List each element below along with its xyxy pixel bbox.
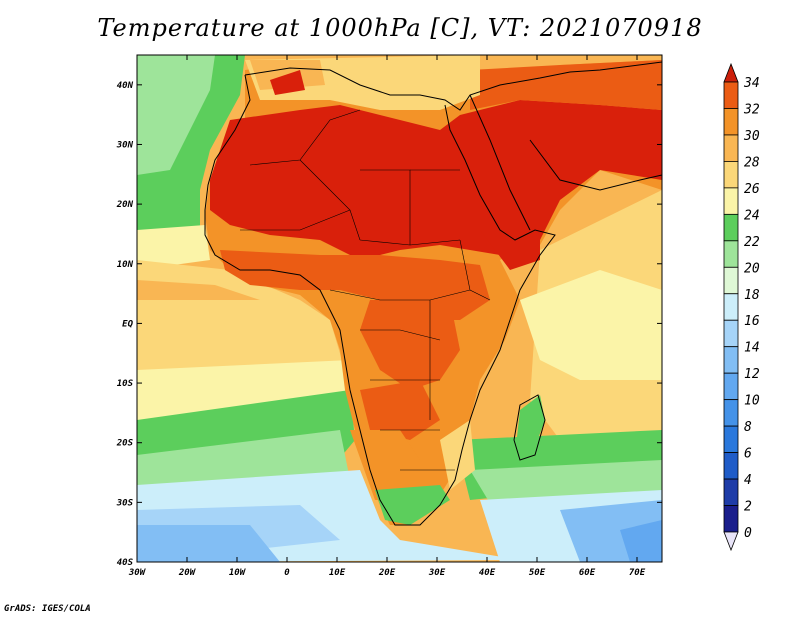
colorbar-swatch: [723, 161, 739, 189]
colorbar-swatch: [723, 478, 739, 506]
colorbar-label: 16: [744, 314, 760, 329]
grads-credit: GrADS: IGES/COLA: [4, 604, 91, 614]
colorbar-label: 6: [744, 447, 752, 462]
colorbar-label: 10: [744, 394, 760, 409]
lat-tick-label: 40N: [117, 81, 134, 91]
lat-tick-label: 10N: [117, 260, 134, 270]
lon-tick-label: 30E: [428, 568, 446, 578]
lat-tick-label: 20N: [116, 200, 134, 210]
colorbar-label: 22: [744, 235, 760, 250]
lat-tick-label: EQ: [122, 319, 133, 329]
temperature-field: [137, 55, 662, 562]
lat-tick-label: 30N: [116, 140, 134, 150]
colorbar-swatch: [723, 425, 739, 453]
colorbar-label: 0: [744, 526, 752, 541]
lat-tick-label: 30S: [116, 498, 134, 508]
colorbar-label: 12: [744, 367, 760, 382]
lat-tick-label: 10S: [117, 379, 134, 389]
colorbar-swatch: [723, 319, 739, 348]
colorbar-swatch: [723, 293, 739, 321]
colorbar-label: 4: [744, 473, 752, 488]
coastlines: [204, 61, 663, 526]
plot-frame: [136, 54, 663, 563]
colorbar-under-triangle: [723, 531, 739, 552]
colorbar-swatch: [723, 372, 739, 401]
colorbar-swatch: [723, 452, 739, 480]
lon-tick-label: 10E: [329, 568, 346, 578]
colorbar-label: 32: [743, 102, 760, 117]
colorbar-swatch: [723, 213, 739, 242]
lon-tick-label: 0: [284, 568, 290, 578]
colorbar-label: 8: [744, 420, 752, 435]
lon-tick-label: 60E: [579, 568, 596, 578]
colorbar-label: 14: [744, 341, 760, 356]
colorbar-label: 20: [744, 261, 760, 276]
lon-tick-label: 10W: [229, 568, 247, 578]
lon-tick-label: 70E: [629, 568, 646, 578]
lon-tick-label: 20W: [178, 568, 197, 578]
lon-tick-label: 30W: [128, 568, 147, 578]
colorbar-label: 34: [743, 76, 760, 91]
lon-tick-label: 40E: [479, 568, 496, 578]
colorbar-swatch: [723, 399, 739, 427]
colorbar-label: 28: [744, 155, 760, 170]
country-borders: [240, 109, 491, 471]
colorbar-swatch: [723, 240, 739, 268]
colorbar-label: 18: [744, 288, 760, 303]
colorbar-swatch: [723, 346, 739, 374]
colorbar-swatch: [723, 108, 739, 136]
lat-tick-label: 20S: [116, 439, 134, 449]
longitude-axis: 30W 20W 10W 0 10E 20E 30E 40E 50E 60E 70E: [128, 55, 646, 578]
map-title: Temperature at 1000hPa [C], VT: 20210709…: [97, 14, 703, 42]
colorbar-swatch: [723, 187, 739, 215]
colorbar-label: 30: [743, 129, 760, 144]
colorbar-swatch: [723, 266, 739, 295]
colorbar-over-triangle: [723, 62, 739, 83]
lon-tick-label: 50E: [529, 568, 546, 578]
latitude-axis: 40N 30N 20N 10N EQ 10S 20S 30S 40S: [116, 81, 662, 568]
colorbar-swatch: [723, 134, 739, 162]
lat-tick-label: 40S: [117, 558, 134, 568]
colorbar-swatch: [723, 81, 739, 109]
colorbar-swatch: [723, 505, 739, 533]
lon-tick-label: 20E: [378, 568, 396, 578]
colorbar-label: 26: [744, 182, 760, 197]
colorbar-label: 24: [744, 208, 760, 223]
colorbar-label: 2: [744, 500, 752, 515]
